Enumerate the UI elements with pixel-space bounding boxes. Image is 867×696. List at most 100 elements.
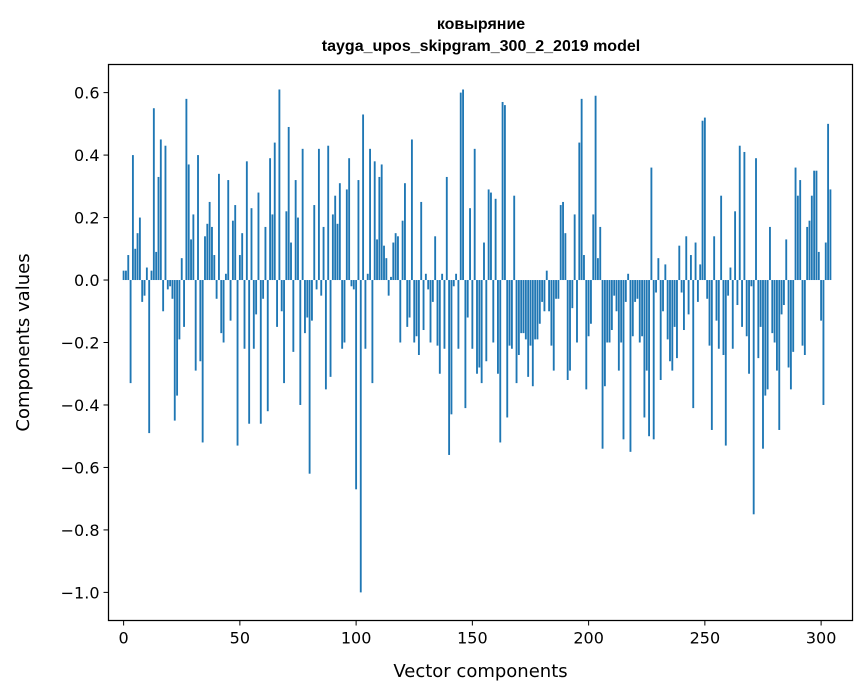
- bar: [520, 280, 523, 334]
- bar: [229, 280, 232, 321]
- bar: [829, 189, 832, 281]
- bar: [678, 245, 681, 281]
- bar: [650, 167, 653, 281]
- bar: [369, 148, 371, 281]
- bar: [271, 214, 274, 281]
- bar: [713, 236, 716, 281]
- bar: [824, 242, 827, 281]
- bar: [152, 108, 155, 281]
- bar: [359, 280, 362, 593]
- bar: [571, 280, 574, 309]
- bar: [238, 255, 241, 281]
- bar: [220, 280, 223, 334]
- bar: [331, 214, 334, 281]
- bar: [503, 105, 506, 281]
- bar: [387, 280, 390, 296]
- bar: [357, 180, 360, 281]
- bar: [459, 92, 462, 281]
- bar: [422, 280, 425, 331]
- bar: [252, 280, 255, 349]
- bar: [213, 255, 216, 281]
- bar-series: [122, 89, 832, 593]
- bar: [696, 280, 699, 302]
- x-axis-ticks: 0 50 100 150 200 250 300: [119, 620, 836, 648]
- bar: [413, 280, 416, 343]
- bar: [401, 220, 404, 281]
- bar: [666, 280, 669, 340]
- bar: [429, 280, 432, 343]
- bar: [350, 280, 353, 287]
- bar: [643, 280, 646, 418]
- bar: [231, 220, 234, 281]
- bar: [722, 280, 725, 355]
- bar: [173, 280, 176, 421]
- plot-frame: [107, 63, 854, 622]
- bar: [755, 158, 757, 281]
- bar: [245, 161, 248, 281]
- bar: [631, 280, 634, 337]
- bar: [620, 280, 623, 343]
- bar: [176, 280, 179, 396]
- bar: [322, 226, 325, 281]
- bar: [341, 280, 344, 349]
- bar: [664, 264, 667, 281]
- bar: [538, 280, 541, 324]
- bar: [417, 280, 420, 355]
- bar: [820, 280, 823, 321]
- bar: [720, 195, 723, 281]
- bar: [803, 280, 806, 355]
- bar: [308, 280, 311, 474]
- bar: [813, 170, 816, 281]
- bar: [436, 280, 439, 346]
- bar: [750, 280, 753, 287]
- y-tick-label: 0.2: [74, 209, 99, 228]
- bar: [624, 280, 627, 302]
- bar: [450, 280, 453, 415]
- bar: [336, 223, 339, 281]
- bar: [218, 173, 220, 281]
- bar: [796, 195, 799, 281]
- bar: [390, 276, 392, 281]
- bar: [671, 280, 674, 371]
- bar: [487, 189, 490, 281]
- bar: [669, 280, 671, 362]
- bar: [301, 148, 304, 281]
- bar: [524, 280, 527, 340]
- bar: [703, 117, 706, 281]
- bar: [508, 280, 511, 346]
- bar: [383, 245, 385, 281]
- bar: [211, 226, 213, 281]
- bar: [355, 280, 358, 490]
- bar: [555, 280, 557, 299]
- bar: [311, 280, 313, 321]
- bar: [378, 176, 381, 281]
- bar: [136, 233, 139, 281]
- bar: [536, 280, 539, 340]
- bar: [224, 273, 227, 281]
- bar: [745, 280, 748, 337]
- bar: [490, 192, 492, 281]
- bar: [394, 233, 397, 281]
- bar: [741, 280, 743, 327]
- bar: [280, 280, 283, 312]
- bar: [638, 280, 641, 343]
- bar: [178, 280, 181, 340]
- bar: [692, 280, 695, 409]
- bar: [431, 280, 434, 302]
- bar: [545, 270, 548, 281]
- bar: [522, 280, 525, 334]
- bar: [752, 280, 755, 515]
- bar: [257, 192, 260, 281]
- bar: [501, 101, 504, 281]
- bar: [617, 280, 620, 371]
- bar: [701, 120, 704, 281]
- bar: [601, 280, 604, 449]
- x-tick-label: 100: [341, 629, 372, 648]
- bar: [706, 280, 709, 299]
- bar: [615, 280, 618, 312]
- bar: [306, 280, 309, 318]
- x-tick-label: 150: [457, 629, 488, 648]
- bar: [317, 148, 320, 281]
- bar: [594, 95, 597, 281]
- bar: [778, 280, 781, 430]
